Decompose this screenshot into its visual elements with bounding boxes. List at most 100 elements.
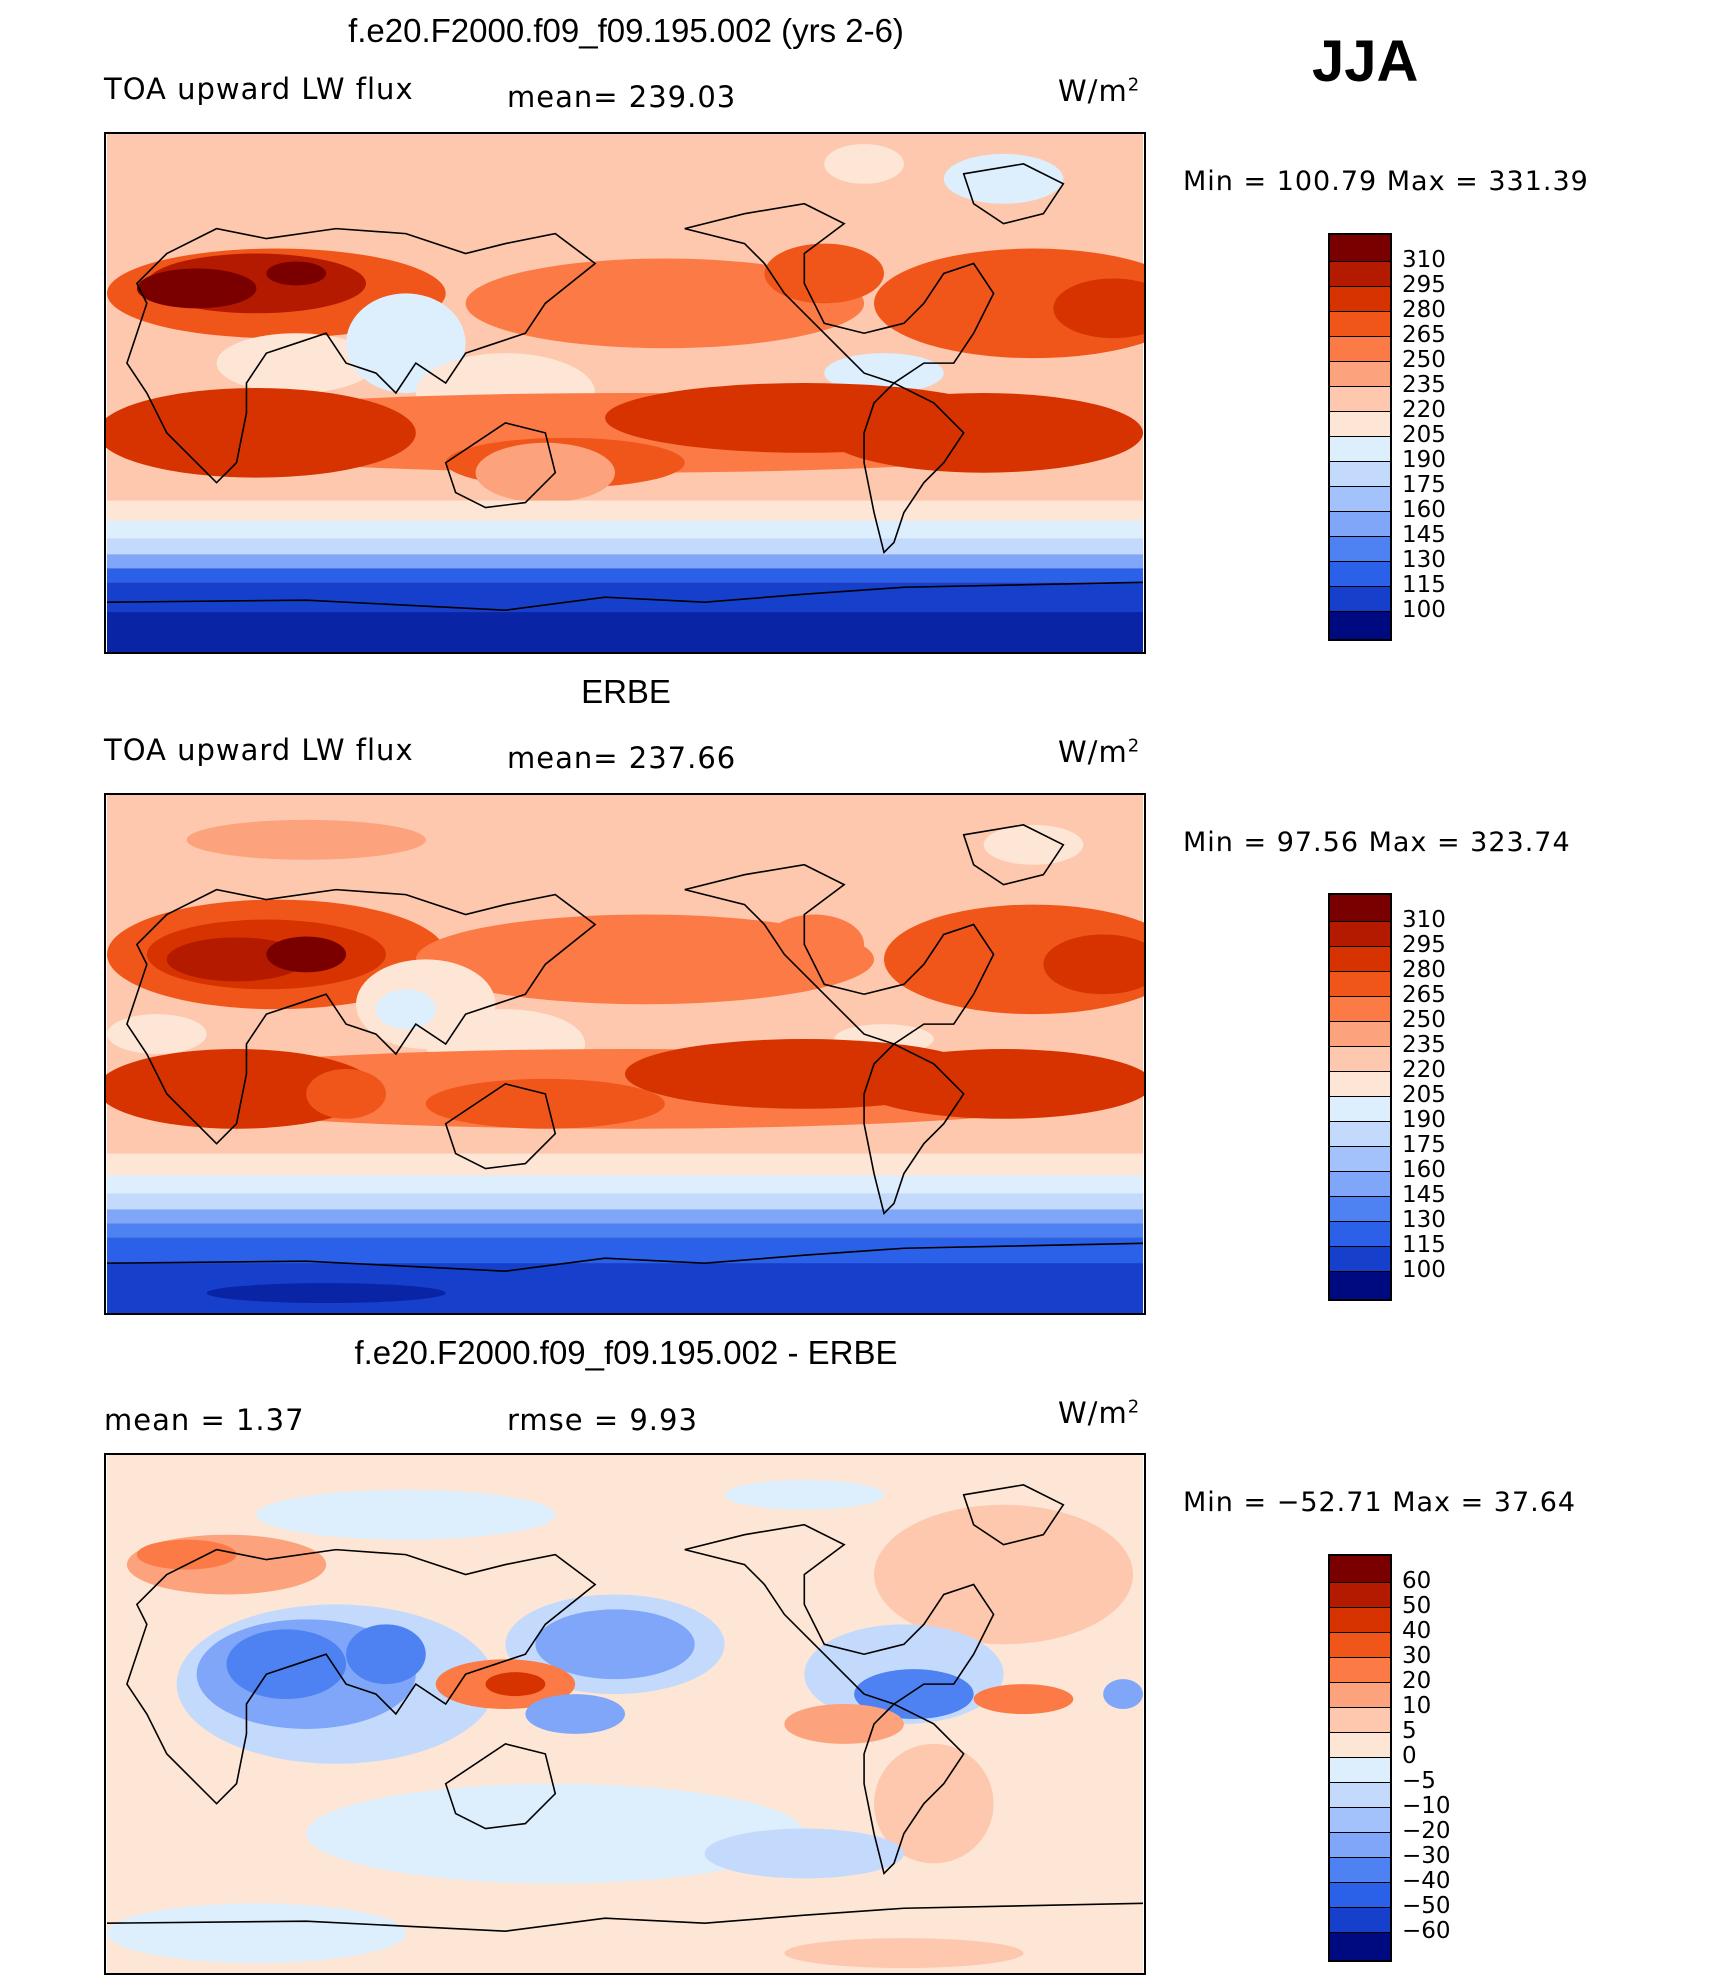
panel-3-map (104, 1453, 1146, 1975)
panel-1-map (104, 132, 1146, 654)
panel-1-colorbar-tick: 310 (1402, 247, 1446, 273)
panel-1-colorbar-swatch (1330, 387, 1390, 412)
panel-1-colorbar-tick: 160 (1402, 497, 1446, 523)
panel-3-colorbar-tick: 30 (1402, 1643, 1432, 1669)
panel-3-colorbar-tick: −60 (1402, 1918, 1451, 1944)
panel-1-minmax: Min = 100.79 Max = 331.39 (1183, 166, 1589, 197)
panel-1-units-base: W/m (1058, 74, 1128, 108)
panel-3-mean-label: mean = 1.37 (104, 1403, 305, 1437)
panel-1-colorbar-tick: 130 (1402, 547, 1446, 573)
panel-2-colorbar-swatch (1330, 922, 1390, 947)
panel-3-colorbar-swatch (1330, 1633, 1390, 1658)
panel-1-units-exp: 2 (1127, 74, 1141, 96)
panel-3-colorbar-tick: 10 (1402, 1693, 1432, 1719)
panel-2-colorbar-tick: 250 (1402, 1007, 1446, 1033)
panel-2-colorbar-tick: 295 (1402, 932, 1446, 958)
panel-1-colorbar-swatch (1330, 562, 1390, 587)
panel-2-units: W/m2 (1058, 735, 1140, 769)
panel-2-colorbar-tick: 310 (1402, 907, 1446, 933)
panel-3-colorbar-swatch (1330, 1733, 1390, 1758)
panel-3-colorbar-swatch (1330, 1683, 1390, 1708)
panel-1-colorbar-tick: 235 (1402, 372, 1446, 398)
panel-1-colorbar-tick: 190 (1402, 447, 1446, 473)
panel-1-colorbar-tick: 175 (1402, 472, 1446, 498)
panel-1-colorbar-swatch (1330, 312, 1390, 337)
panel-1-colorbar-tick: 100 (1402, 597, 1446, 623)
panel-3-colorbar-swatch (1330, 1808, 1390, 1833)
panel-2-colorbar-swatch (1330, 972, 1390, 997)
panel-1-colorbar-tick: 145 (1402, 522, 1446, 548)
panel-3-units: W/m2 (1058, 1396, 1140, 1430)
panel-3-colorbar-tick: −20 (1402, 1818, 1451, 1844)
panel-1-colorbar-swatch (1330, 462, 1390, 487)
panel-1-mean-label: mean= 239.03 (507, 80, 737, 114)
panel-1-colorbar-tick: 205 (1402, 422, 1446, 448)
panel-1-colorbar-swatch (1330, 487, 1390, 512)
panel-2-colorbar-swatch (1330, 1197, 1390, 1222)
panel-3-colorbar-tick: 40 (1402, 1618, 1432, 1644)
panel-3-colorbar-swatch (1330, 1583, 1390, 1608)
panel-1-colorbar (1328, 233, 1392, 641)
panel-3-rmse-label: rmse = 9.93 (507, 1403, 698, 1437)
panel-1-colorbar-tick: 295 (1402, 272, 1446, 298)
panel-3-colorbar-tick: −30 (1402, 1843, 1451, 1869)
panel-3-colorbar-tick: 60 (1402, 1568, 1432, 1594)
panel-2-colorbar-swatch (1330, 1097, 1390, 1122)
panel-3-colorbar-swatch (1330, 1833, 1390, 1858)
panel-2-colorbar-swatch (1330, 1022, 1390, 1047)
panel-2-colorbar-swatch (1330, 1047, 1390, 1072)
panel-1-colorbar-swatch (1330, 287, 1390, 312)
panel-2-colorbar-tick: 220 (1402, 1057, 1446, 1083)
panel-1-colorbar-tick: 280 (1402, 297, 1446, 323)
panel-2-units-exp: 2 (1127, 735, 1141, 757)
panel-3-colorbar-swatch (1330, 1783, 1390, 1808)
panel-2-colorbar-tick: 235 (1402, 1032, 1446, 1058)
panel-1-colorbar-swatch (1330, 512, 1390, 537)
panel-3-colorbar-swatch (1330, 1556, 1390, 1583)
panel-2-colorbar-tick: 115 (1402, 1232, 1446, 1258)
panel-2-colorbar-tick: 130 (1402, 1207, 1446, 1233)
panel-3-colorbar-swatch (1330, 1933, 1390, 1960)
panel-1-colorbar-swatch (1330, 337, 1390, 362)
panel-1-colorbar-swatch (1330, 412, 1390, 437)
panel-1-colorbar-tick: 220 (1402, 397, 1446, 423)
panel-2-title: ERBE (581, 673, 671, 710)
panel-3-colorbar-swatch (1330, 1608, 1390, 1633)
panel-3-colorbar-tick: 5 (1402, 1718, 1417, 1744)
panel-3-colorbar-swatch (1330, 1758, 1390, 1783)
panel-1-units: W/m2 (1058, 74, 1140, 108)
panel-3-units-exp: 2 (1127, 1396, 1141, 1418)
panel-1-colorbar-tick: 115 (1402, 572, 1446, 598)
panel-2-colorbar-tick: 145 (1402, 1182, 1446, 1208)
panel-2-colorbar-tick: 160 (1402, 1157, 1446, 1183)
panel-3-colorbar-tick: −10 (1402, 1793, 1451, 1819)
panel-3-colorbar-swatch (1330, 1708, 1390, 1733)
panel-2-colorbar-swatch (1330, 1272, 1390, 1299)
panel-2-colorbar-swatch (1330, 1222, 1390, 1247)
panel-2-colorbar-tick: 100 (1402, 1257, 1446, 1283)
panel-2-colorbar (1328, 893, 1392, 1301)
panel-1-colorbar-tick: 250 (1402, 347, 1446, 373)
panel-3-colorbar-swatch (1330, 1908, 1390, 1933)
panel-2-colorbar-swatch (1330, 1122, 1390, 1147)
panel-1-colorbar-swatch (1330, 235, 1390, 262)
panel-2-colorbar-swatch (1330, 1072, 1390, 1097)
panel-3-colorbar-swatch (1330, 1883, 1390, 1908)
panel-1-title: f.e20.F2000.f09_f09.195.002 (yrs 2-6) (348, 12, 904, 49)
panel-2-colorbar-tick: 205 (1402, 1082, 1446, 1108)
panel-2-colorbar-tick: 280 (1402, 957, 1446, 983)
panel-2-variable-label: TOA upward LW flux (104, 733, 414, 767)
panel-2-map (104, 793, 1146, 1315)
panel-1-colorbar-swatch (1330, 612, 1390, 639)
panel-2-colorbar-swatch (1330, 997, 1390, 1022)
panel-3-title: f.e20.F2000.f09_f09.195.002 - ERBE (354, 1334, 898, 1371)
panel-1-variable-label: TOA upward LW flux (104, 72, 414, 106)
panel-1-colorbar-tick: 265 (1402, 322, 1446, 348)
panel-3-colorbar-tick: −40 (1402, 1868, 1451, 1894)
panel-2-colorbar-swatch (1330, 1247, 1390, 1272)
panel-3-units-base: W/m (1058, 1396, 1128, 1430)
panel-2-colorbar-swatch (1330, 1147, 1390, 1172)
panel-3-colorbar (1328, 1554, 1392, 1962)
panel-2-units-base: W/m (1058, 735, 1128, 769)
panel-3-colorbar-tick: 20 (1402, 1668, 1432, 1694)
